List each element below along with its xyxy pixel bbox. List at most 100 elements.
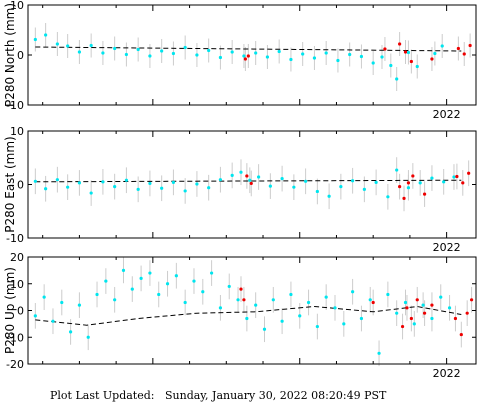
recent-data-point xyxy=(468,43,472,48)
data-point xyxy=(447,306,452,310)
data-point xyxy=(412,322,416,326)
y-tick-label: 10 xyxy=(10,0,24,12)
recent-data-point xyxy=(398,185,402,189)
data-point xyxy=(86,335,90,339)
data-point xyxy=(33,179,37,183)
recent-data-point xyxy=(249,181,253,186)
data-point xyxy=(192,279,196,283)
data-point xyxy=(324,295,328,299)
data-point xyxy=(239,170,243,174)
y-tick-label: 20 xyxy=(10,251,24,264)
data-point xyxy=(406,50,411,55)
trend-line xyxy=(35,305,462,326)
data-point xyxy=(289,57,293,62)
data-point xyxy=(254,51,258,55)
data-point xyxy=(415,64,419,69)
recent-data-point xyxy=(461,181,465,185)
recent-data-point xyxy=(405,306,409,310)
data-point xyxy=(113,298,117,302)
data-point xyxy=(218,178,223,182)
data-point xyxy=(113,46,117,51)
data-point xyxy=(130,287,134,291)
data-point xyxy=(227,284,231,289)
data-point xyxy=(439,295,443,299)
data-point xyxy=(55,42,59,46)
data-point xyxy=(68,330,73,334)
data-point xyxy=(66,44,70,48)
data-point xyxy=(89,191,93,195)
recent-data-point xyxy=(469,298,474,302)
recent-data-point xyxy=(406,181,411,185)
data-point xyxy=(336,58,340,63)
data-point xyxy=(165,282,170,286)
recent-data-point xyxy=(459,332,463,337)
recent-data-point xyxy=(415,298,419,302)
y-tick-label: 10 xyxy=(10,278,24,291)
data-point xyxy=(136,47,140,52)
data-point xyxy=(44,33,48,37)
recent-data-point xyxy=(456,46,460,51)
data-point xyxy=(33,37,37,42)
data-point xyxy=(430,316,434,321)
data-point xyxy=(386,292,390,297)
recent-data-point xyxy=(462,52,466,56)
data-point xyxy=(342,322,346,326)
data-point xyxy=(101,51,105,55)
data-point xyxy=(280,177,284,181)
data-point xyxy=(312,56,317,60)
y-axis-label: P280 Up (mm) xyxy=(3,267,17,354)
y-tick-label: -10 xyxy=(6,232,24,245)
data-point xyxy=(374,180,378,184)
data-point xyxy=(348,52,352,57)
data-point xyxy=(362,187,366,191)
data-point xyxy=(124,52,129,57)
data-point xyxy=(148,181,152,186)
data-point xyxy=(257,175,261,179)
data-point xyxy=(139,276,143,280)
data-point xyxy=(77,181,82,185)
data-point xyxy=(113,185,117,189)
data-point xyxy=(265,55,270,59)
data-point xyxy=(210,271,214,275)
data-point xyxy=(403,300,408,305)
data-point xyxy=(104,279,108,283)
data-point xyxy=(218,55,223,60)
data-point xyxy=(183,300,187,305)
y-tick-label: 0 xyxy=(17,179,24,192)
data-point xyxy=(406,186,411,190)
data-point xyxy=(201,290,205,294)
data-point xyxy=(183,45,187,50)
recent-data-point xyxy=(402,196,406,201)
data-point xyxy=(440,44,444,48)
recent-data-point xyxy=(430,303,434,307)
recent-data-point xyxy=(409,316,413,321)
data-point xyxy=(195,182,199,186)
data-point xyxy=(292,185,296,189)
recent-data-point xyxy=(243,57,247,61)
data-point xyxy=(171,51,176,56)
data-point xyxy=(395,311,399,315)
data-point xyxy=(395,77,399,81)
data-point xyxy=(248,178,252,182)
data-point xyxy=(386,195,390,199)
recent-data-point xyxy=(239,287,243,291)
data-point xyxy=(207,48,211,53)
data-point xyxy=(418,181,422,185)
trend-line xyxy=(35,179,462,183)
recent-data-point xyxy=(411,174,415,178)
data-point xyxy=(148,271,152,275)
data-point xyxy=(77,50,82,54)
y-axis-label: P280 East (mm) xyxy=(3,136,17,232)
data-point xyxy=(236,298,240,302)
data-point xyxy=(160,186,164,190)
data-point xyxy=(351,290,355,294)
data-point xyxy=(315,189,319,194)
data-point xyxy=(51,319,55,323)
recent-data-point xyxy=(371,300,375,305)
data-point xyxy=(324,51,328,55)
data-point xyxy=(289,292,293,297)
data-point xyxy=(306,300,311,305)
y-axis-label: P280 North (mm) xyxy=(3,3,17,107)
data-point xyxy=(183,189,187,193)
